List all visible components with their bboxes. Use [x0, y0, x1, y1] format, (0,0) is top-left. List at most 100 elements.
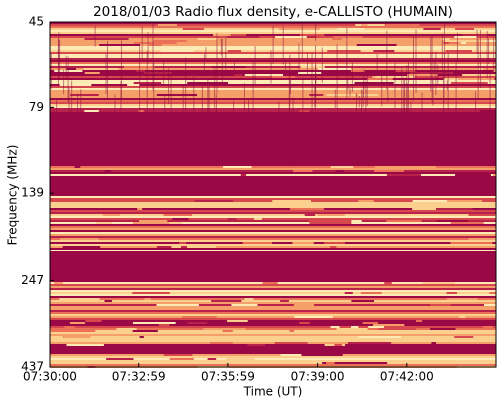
texture-streak — [406, 82, 408, 118]
texture-row — [50, 218, 496, 220]
texture-patch — [330, 326, 340, 328]
texture-row — [50, 314, 496, 316]
texture-patch — [63, 336, 91, 338]
texture-patch — [345, 362, 388, 364]
x-tick-label: 07:30:00 — [23, 370, 77, 384]
texture-patch — [130, 282, 137, 284]
texture-patch — [367, 78, 393, 80]
texture-streak — [362, 81, 364, 98]
texture-patch — [358, 336, 402, 338]
texture-streak — [412, 36, 414, 102]
texture-patch — [446, 292, 457, 294]
texture-streak — [170, 73, 172, 122]
texture-patch — [336, 328, 368, 330]
y-tick-label: 437 — [21, 360, 44, 374]
texture-row — [50, 248, 496, 250]
texture-patch — [242, 242, 273, 244]
texture-patch — [358, 200, 374, 202]
texture-streak — [284, 58, 286, 71]
texture-patch — [430, 304, 451, 306]
texture-row — [50, 172, 496, 174]
texture-patch — [62, 246, 101, 248]
texture-row — [50, 330, 496, 332]
texture-streak — [321, 47, 323, 83]
texture-patch — [407, 74, 438, 76]
texture-streak — [346, 27, 348, 65]
texture-streak — [386, 30, 388, 91]
texture-patch — [84, 72, 100, 74]
texture-row — [50, 110, 496, 112]
texture-row — [50, 90, 496, 92]
texture-patch — [298, 72, 322, 74]
texture-patch — [83, 68, 119, 70]
texture-row — [50, 98, 496, 100]
texture-row — [50, 68, 496, 70]
texture-patch — [324, 242, 346, 244]
texture-patch — [482, 326, 494, 328]
texture-patch — [412, 208, 442, 210]
texture-row — [50, 94, 496, 96]
texture-patch — [262, 282, 278, 284]
texture-row — [50, 358, 496, 360]
texture-patch — [317, 214, 345, 216]
texture-patch — [242, 238, 249, 240]
texture-streak — [147, 32, 149, 64]
texture-row — [50, 312, 496, 314]
texture-streak — [252, 61, 254, 128]
texture-patch — [462, 34, 487, 36]
texture-row — [50, 324, 496, 326]
texture-patch — [132, 222, 170, 224]
texture-row — [50, 230, 496, 232]
texture-patch — [384, 282, 392, 284]
texture-streak — [201, 82, 203, 122]
texture-row — [50, 316, 496, 318]
texture-row — [50, 174, 496, 176]
texture-patch — [299, 322, 310, 324]
texture-patch — [493, 70, 496, 72]
texture-patch — [455, 174, 491, 176]
texture-patch — [96, 222, 113, 224]
texture-row — [50, 354, 496, 356]
texture-patch — [55, 316, 98, 318]
texture-patch — [139, 336, 144, 338]
texture-patch — [436, 220, 469, 222]
texture-patch — [308, 324, 350, 326]
texture-patch — [153, 40, 187, 42]
texture-streak — [214, 68, 216, 109]
texture-patch — [430, 328, 456, 330]
texture-row — [50, 356, 496, 358]
texture-patch — [74, 166, 81, 168]
texture-streak — [301, 22, 303, 59]
texture-patch — [135, 70, 145, 72]
texture-row — [50, 344, 496, 346]
texture-row — [50, 294, 496, 296]
texture-band — [50, 176, 496, 196]
chart-title: 2018/01/03 Radio flux density, e-CALLIST… — [93, 4, 453, 20]
texture-row — [50, 24, 496, 26]
texture-patch — [308, 220, 352, 222]
texture-patch — [149, 44, 162, 46]
texture-patch — [244, 298, 254, 300]
texture-row — [50, 320, 496, 322]
texture-streak — [363, 69, 365, 90]
texture-streak — [435, 51, 437, 95]
texture-patch — [179, 242, 187, 244]
texture-streak — [67, 56, 69, 102]
texture-patch — [254, 218, 263, 220]
x-axis-label: Time (UT) — [243, 385, 303, 399]
texture-patch — [333, 36, 363, 38]
texture-patch — [163, 214, 193, 216]
texture-streak — [289, 54, 291, 122]
texture-patch — [271, 76, 296, 78]
texture-patch — [60, 330, 96, 332]
texture-row — [50, 108, 496, 110]
texture-row — [50, 304, 496, 306]
texture-row — [50, 364, 496, 366]
texture-row — [50, 296, 496, 298]
texture-row — [50, 342, 496, 344]
texture-patch — [209, 342, 233, 344]
texture-row — [50, 72, 496, 74]
texture-streak — [432, 78, 434, 106]
texture-patch — [300, 34, 325, 36]
texture-band — [50, 112, 496, 165]
